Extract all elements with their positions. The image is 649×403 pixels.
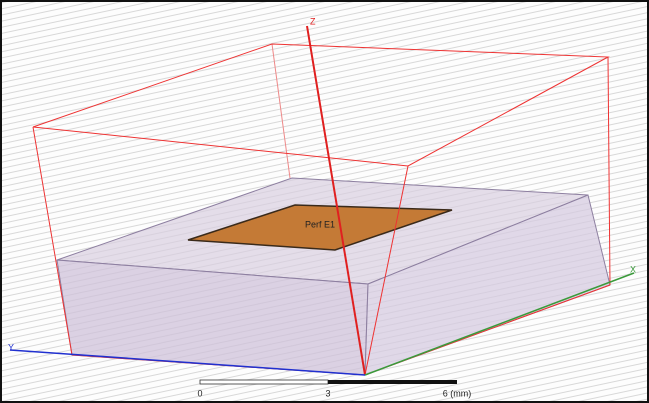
patch-label: Perf E1 — [305, 219, 335, 229]
x-axis-label: X — [630, 264, 636, 274]
cad-viewport: Perf E1 Z X Y 0 3 6 (mm) — [0, 0, 649, 403]
scale-bar-black — [328, 380, 457, 384]
page: Perf E1 Z X Y 0 3 6 (mm) (() => { const … — [0, 0, 649, 403]
y-axis-label: Y — [8, 342, 14, 352]
scale-label: 0 — [197, 388, 202, 398]
scale-label: 6 (mm) — [443, 388, 472, 398]
scale-bar-white — [200, 380, 328, 384]
scale-label: 3 — [325, 388, 330, 398]
z-axis-label: Z — [310, 16, 316, 26]
